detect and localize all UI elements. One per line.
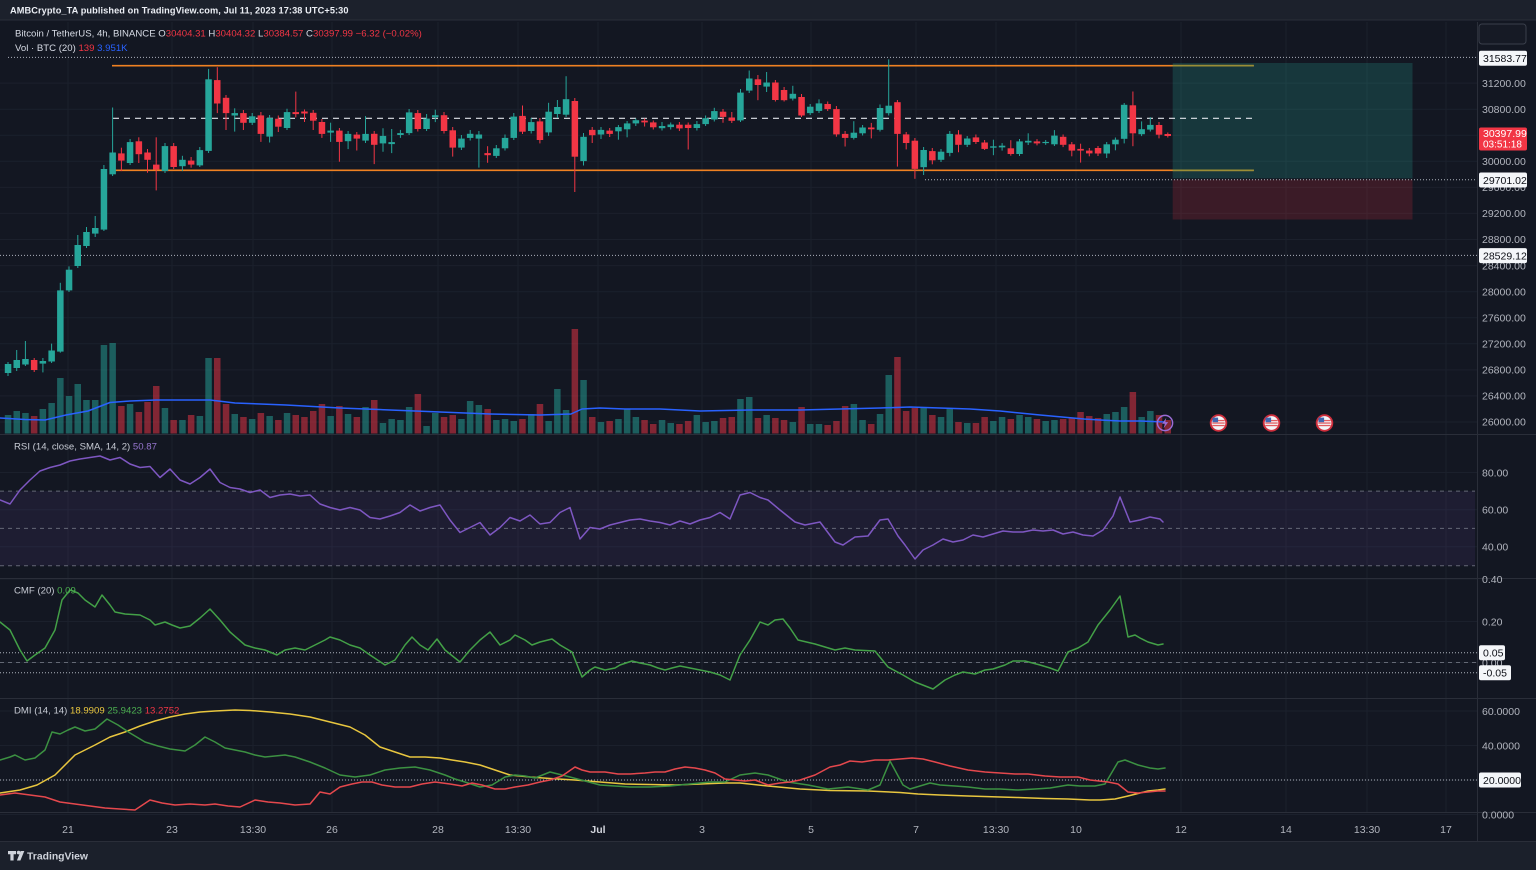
svg-text:28000.00: 28000.00 (1482, 286, 1526, 298)
svg-text:14: 14 (1280, 824, 1292, 836)
svg-text:5: 5 (808, 824, 814, 836)
svg-text:7: 7 (913, 824, 919, 836)
svg-text:28400.00: 28400.00 (1482, 260, 1526, 272)
svg-text:0.0000: 0.0000 (1482, 809, 1514, 821)
svg-text:TradingView: TradingView (27, 852, 89, 863)
svg-text:31200.00: 31200.00 (1482, 78, 1526, 90)
svg-text:13:30: 13:30 (1354, 824, 1380, 836)
svg-text:28800.00: 28800.00 (1482, 234, 1526, 246)
svg-text:0.40: 0.40 (1482, 574, 1503, 586)
svg-text:28529.12: 28529.12 (1483, 250, 1527, 262)
svg-text:27600.00: 27600.00 (1482, 313, 1526, 325)
svg-text:CMF (20) 0.09: CMF (20) 0.09 (14, 586, 76, 597)
svg-text:40.00: 40.00 (1482, 542, 1508, 554)
svg-text:03:51:18: 03:51:18 (1483, 139, 1522, 150)
svg-text:-0.05: -0.05 (1483, 668, 1507, 680)
svg-text:30800.00: 30800.00 (1482, 104, 1526, 116)
svg-text:Jul: Jul (590, 824, 605, 836)
svg-text:26800.00: 26800.00 (1482, 365, 1526, 377)
svg-text:Vol · BTC (20) 139 3.951K: Vol · BTC (20) 139 3.951K (15, 43, 128, 54)
svg-text:23: 23 (166, 824, 178, 836)
svg-text:12: 12 (1175, 824, 1187, 836)
svg-text:29200.00: 29200.00 (1482, 208, 1526, 220)
svg-text:0.05: 0.05 (1483, 648, 1504, 660)
svg-text:80.00: 80.00 (1482, 467, 1508, 479)
svg-text:21: 21 (62, 824, 74, 836)
svg-text:Bitcoin / TetherUS, 4h, BINANC: Bitcoin / TetherUS, 4h, BINANCE O30404.3… (15, 29, 422, 40)
svg-text:26400.00: 26400.00 (1482, 391, 1526, 403)
svg-text:28: 28 (432, 824, 444, 836)
svg-text:10: 10 (1070, 824, 1082, 836)
svg-text:31583.77: 31583.77 (1483, 53, 1527, 65)
svg-text:60.0000: 60.0000 (1482, 706, 1520, 718)
svg-text:20.0000: 20.0000 (1483, 775, 1521, 787)
svg-text:40.0000: 40.0000 (1482, 740, 1520, 752)
svg-text:26000.00: 26000.00 (1482, 417, 1526, 429)
svg-text:29701.02: 29701.02 (1483, 175, 1527, 187)
svg-text:13:30: 13:30 (983, 824, 1009, 836)
svg-text:DMI (14, 14) 18.9909 25.9423: DMI (14, 14) 18.9909 25.9423 13.2752 (14, 706, 179, 717)
svg-text:0.20: 0.20 (1482, 616, 1503, 628)
svg-text:RSI (14, close, SMA, 14, 2) 5: RSI (14, close, SMA, 14, 2) 50.87 (14, 442, 157, 453)
svg-text:3: 3 (699, 824, 705, 836)
svg-text:AMBCrypto_TA published on Trad: AMBCrypto_TA published on TradingView.co… (10, 6, 349, 16)
svg-text:26: 26 (326, 824, 338, 836)
svg-text:17: 17 (1440, 824, 1452, 836)
svg-text:13:30: 13:30 (505, 824, 531, 836)
svg-text:13:30: 13:30 (240, 824, 266, 836)
svg-text:30000.00: 30000.00 (1482, 156, 1526, 168)
svg-text:27200.00: 27200.00 (1482, 339, 1526, 351)
svg-text:30397.99: 30397.99 (1483, 128, 1527, 140)
svg-text:60.00: 60.00 (1482, 505, 1508, 517)
